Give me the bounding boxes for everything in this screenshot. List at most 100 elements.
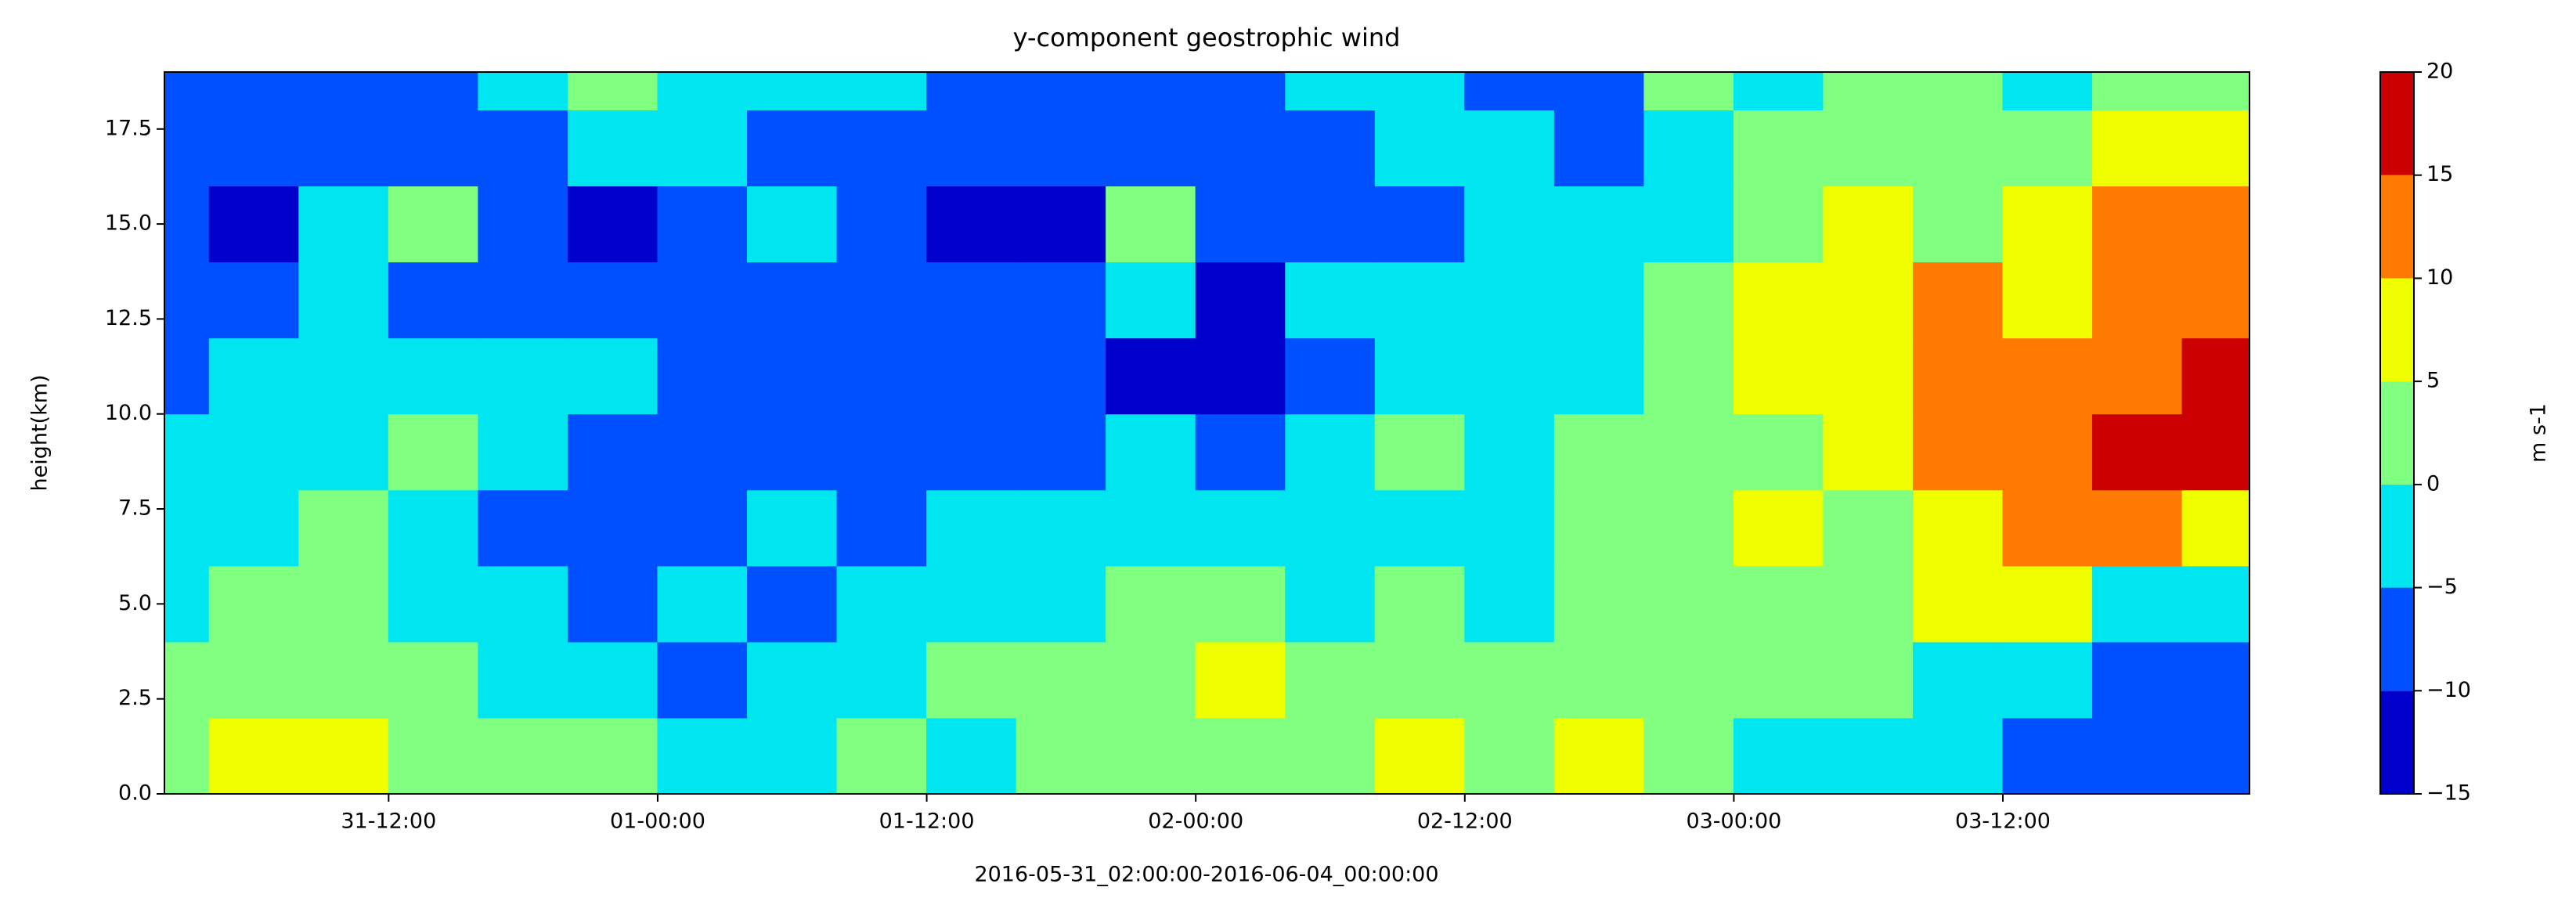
contour-cell — [1374, 261, 1466, 339]
contour-cell — [1733, 641, 1824, 719]
contour-cell — [836, 565, 928, 643]
contour-cell — [2002, 110, 2094, 187]
colorbar-band — [2380, 72, 2414, 175]
contour-cell — [208, 261, 300, 339]
contour-cell — [1195, 261, 1286, 339]
contour-cell — [1016, 71, 1107, 111]
contour-cell — [1643, 565, 1734, 643]
contour-cell — [836, 337, 928, 415]
contour-cell — [1016, 489, 1107, 567]
contour-cell — [1823, 110, 1914, 187]
contour-cell — [1553, 413, 1645, 491]
contour-cell — [836, 110, 928, 187]
contour-cell — [2002, 489, 2094, 567]
contour-cell — [1733, 110, 1824, 187]
contour-cell — [208, 565, 300, 643]
contour-cell — [1106, 337, 1196, 415]
contour-cell — [1016, 261, 1107, 339]
contour-cell — [1643, 337, 1734, 415]
contour-cell — [1823, 489, 1914, 567]
contour-cell — [657, 337, 748, 415]
colorbar-tick-label: 10 — [2426, 265, 2453, 290]
contour-cell — [2002, 641, 2094, 719]
contour-cell — [208, 186, 300, 263]
contour-cell — [2181, 489, 2250, 567]
contour-cell — [567, 489, 658, 567]
contour-cell — [1374, 110, 1466, 187]
contour-cell — [1195, 71, 1286, 111]
contour-cell — [1464, 565, 1555, 643]
contour-cell — [1285, 110, 1376, 187]
contour-cell — [1464, 489, 1555, 567]
contour-cell — [388, 717, 479, 795]
contour-cell — [1733, 261, 1824, 339]
x-axis-label: 2016-05-31_02:00:00-2016-06-04_00:00:00 — [974, 863, 1438, 887]
contour-cell — [298, 110, 389, 187]
contour-cell — [1823, 565, 1914, 643]
colorbar-band — [2380, 691, 2414, 794]
contour-cell — [746, 186, 838, 263]
contour-cell — [298, 261, 389, 339]
y-tick-label: 12.5 — [105, 306, 152, 330]
contour-cell — [2092, 261, 2183, 339]
contour-cell — [164, 641, 210, 719]
contour-cell — [1823, 186, 1914, 263]
contour-cell — [388, 71, 479, 111]
contour-cell — [746, 71, 838, 111]
colorbar-tick-label: −5 — [2426, 575, 2458, 599]
contour-cell — [208, 110, 300, 187]
contour-cell — [1374, 186, 1466, 263]
contour-cell — [1464, 413, 1555, 491]
y-axis-label: height(km) — [28, 374, 52, 491]
contour-cell — [1016, 110, 1107, 187]
contour-cell — [2002, 413, 2094, 491]
contour-cell — [1106, 413, 1196, 491]
contour-cell — [2092, 337, 2183, 415]
contour-cell — [298, 337, 389, 415]
contour-cell — [1195, 641, 1286, 719]
contour-cell — [746, 261, 838, 339]
contour-cell — [298, 413, 389, 491]
contour-cell — [1374, 489, 1466, 567]
contour-cell — [1195, 110, 1286, 187]
contour-cell — [1016, 641, 1107, 719]
contour-cell — [2002, 565, 2094, 643]
contour-cell — [1285, 565, 1376, 643]
contour-cell — [1464, 641, 1555, 719]
contour-cell — [164, 489, 210, 567]
contour-cell — [1285, 641, 1376, 719]
contour-cell — [1553, 186, 1645, 263]
contour-cell — [1374, 565, 1466, 643]
contour-cell — [1912, 261, 2004, 339]
contour-cell — [2092, 717, 2183, 795]
contour-cell — [1553, 641, 1645, 719]
contour-cell — [1016, 565, 1107, 643]
contour-cell — [1553, 261, 1645, 339]
contour-cell — [164, 71, 210, 111]
contour-cell — [1733, 717, 1824, 795]
contour-cell — [657, 413, 748, 491]
contour-cell — [926, 413, 1017, 491]
contour-cell — [1912, 186, 2004, 263]
contour-cell — [926, 641, 1017, 719]
contour-cell — [388, 261, 479, 339]
contour-cell — [2092, 641, 2183, 719]
contour-cell — [567, 641, 658, 719]
contour-cell — [1733, 71, 1824, 111]
contour-cell — [2181, 110, 2250, 187]
contour-cell — [1195, 565, 1286, 643]
contour-cell — [1912, 71, 2004, 111]
colorbar-tick-label: −10 — [2426, 678, 2471, 702]
contour-cell — [567, 717, 658, 795]
contour-cell — [1106, 71, 1196, 111]
contour-cell — [1016, 717, 1107, 795]
contour-cell — [208, 641, 300, 719]
contour-cell — [1016, 186, 1107, 263]
colorbar-band — [2380, 278, 2414, 382]
contour-cell — [657, 641, 748, 719]
contour-cell — [1285, 261, 1376, 339]
contour-cell — [1643, 489, 1734, 567]
x-tick-label: 02-00:00 — [1148, 810, 1243, 834]
x-tick-label: 01-00:00 — [610, 810, 705, 834]
contour-cell — [2092, 489, 2183, 567]
